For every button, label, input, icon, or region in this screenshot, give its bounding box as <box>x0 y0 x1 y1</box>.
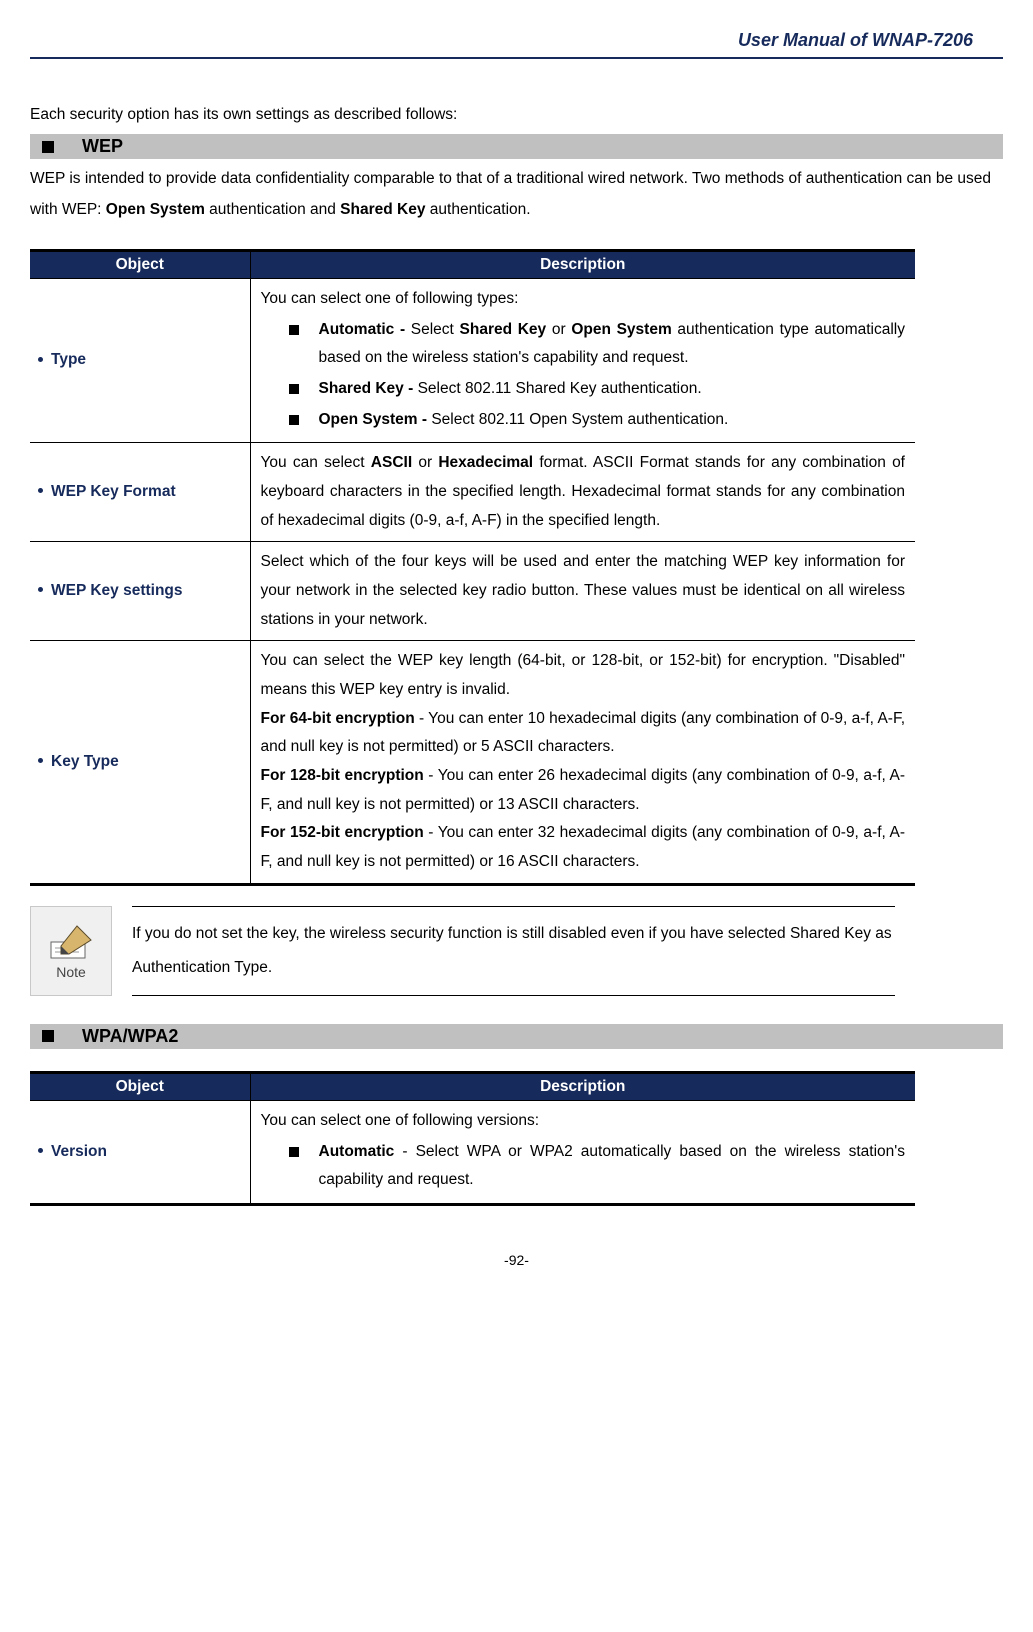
intro-text: Each security option has its own setting… <box>30 99 1003 130</box>
li-bold: Open System - <box>319 411 428 428</box>
wpa-table-wrap: Object Description Version You can selec… <box>30 1071 915 1206</box>
wep-table-wrap: Object Description Type You can select o… <box>30 249 915 886</box>
li-bold: Automatic - <box>319 321 406 338</box>
section-heading-label: WEP <box>82 136 123 157</box>
table-row: Version You can select one of following … <box>30 1100 915 1204</box>
desc-block: For 152-bit encryption - You can enter 3… <box>261 819 906 876</box>
list-item: Shared Key - Select 802.11 Shared Key au… <box>289 375 906 404</box>
bullet-icon <box>38 488 43 493</box>
note-icon-box: Note <box>30 906 112 996</box>
li-text: Select <box>405 321 459 338</box>
desc-bold: For 152-bit encryption <box>261 824 424 841</box>
header-rule <box>30 57 1003 59</box>
object-label: Version <box>51 1143 107 1160</box>
desc-bold: ASCII <box>371 454 412 471</box>
desc-block: For 128-bit encryption - You can enter 2… <box>261 762 906 819</box>
desc-block: You can select the WEP key length (64-bi… <box>261 647 906 704</box>
col-object: Object <box>30 251 250 279</box>
desc-bold: For 64-bit encryption <box>261 710 415 727</box>
li-text: Select 802.11 Open System authentication… <box>427 411 728 428</box>
wpa-table: Object Description Version You can selec… <box>30 1071 915 1206</box>
desc-list: Automatic - Select Shared Key or Open Sy… <box>261 316 906 435</box>
object-cell: Type <box>30 279 250 443</box>
note-icon-label: Note <box>56 964 86 980</box>
table-row: WEP Key settings Select which of the fou… <box>30 542 915 641</box>
li-bold: Shared Key <box>460 321 547 338</box>
table-header-row: Object Description <box>30 1072 915 1100</box>
section-heading-wep: WEP <box>30 134 1003 159</box>
table-row: Type You can select one of following typ… <box>30 279 915 443</box>
bullet-icon <box>38 357 43 362</box>
section-heading-label: WPA/WPA2 <box>82 1026 178 1047</box>
description-cell: Select which of the four keys will be us… <box>250 542 915 641</box>
list-item: Automatic - Select Shared Key or Open Sy… <box>289 316 906 373</box>
desc-text: You can select <box>261 454 371 471</box>
object-label: WEP Key Format <box>51 483 176 500</box>
description-cell: You can select one of following types: A… <box>250 279 915 443</box>
table-row: WEP Key Format You can select ASCII or H… <box>30 443 915 542</box>
list-item: Open System - Select 802.11 Open System … <box>289 406 906 435</box>
object-label: WEP Key settings <box>51 582 183 599</box>
table-header-row: Object Description <box>30 251 915 279</box>
col-description: Description <box>250 1072 915 1100</box>
desc-text: or <box>412 454 438 471</box>
desc-lead: You can select one of following types: <box>261 285 906 314</box>
wep-body-part: authentication and <box>205 201 340 218</box>
object-cell: Version <box>30 1100 250 1204</box>
wep-table: Object Description Type You can select o… <box>30 249 915 886</box>
li-bold: Automatic <box>319 1143 395 1160</box>
wep-body-part: authentication. <box>425 201 530 218</box>
description-cell: You can select the WEP key length (64-bi… <box>250 641 915 884</box>
note-callout: Note If you do not set the key, the wire… <box>30 906 915 996</box>
header-title: User Manual of WNAP-7206 <box>30 30 1003 57</box>
wep-body-part-bold: Open System <box>106 201 205 218</box>
desc-lead: You can select one of following versions… <box>261 1107 906 1136</box>
note-text-box: If you do not set the key, the wireless … <box>112 906 915 996</box>
square-bullet-icon <box>42 1030 54 1042</box>
pencil-note-icon <box>47 922 95 962</box>
table-row: Key Type You can select the WEP key leng… <box>30 641 915 884</box>
section-heading-wpa: WPA/WPA2 <box>30 1024 1003 1049</box>
note-bottom-rule <box>132 995 895 996</box>
desc-list: Automatic - Select WPA or WPA2 automatic… <box>261 1138 906 1195</box>
li-bold: Shared Key - <box>319 380 414 397</box>
object-cell: WEP Key settings <box>30 542 250 641</box>
desc-bold: For 128-bit encryption <box>261 767 424 784</box>
bullet-icon <box>38 587 43 592</box>
square-bullet-icon <box>42 141 54 153</box>
object-label: Type <box>51 351 86 368</box>
desc-block: For 64-bit encryption - You can enter 10… <box>261 705 906 762</box>
li-bold: Open System <box>571 321 671 338</box>
bullet-icon <box>38 1148 43 1153</box>
bullet-icon <box>38 758 43 763</box>
object-label: Key Type <box>51 753 119 770</box>
description-cell: You can select ASCII or Hexadecimal form… <box>250 443 915 542</box>
desc-bold: Hexadecimal <box>438 454 533 471</box>
object-cell: Key Type <box>30 641 250 884</box>
li-text: Select 802.11 Shared Key authentication. <box>413 380 701 397</box>
col-object: Object <box>30 1072 250 1100</box>
object-cell: WEP Key Format <box>30 443 250 542</box>
list-item: Automatic - Select WPA or WPA2 automatic… <box>289 1138 906 1195</box>
li-text: - Select WPA or WPA2 automatically based… <box>319 1143 906 1189</box>
page-number: -92- <box>30 1252 1003 1268</box>
note-text: If you do not set the key, the wireless … <box>132 907 895 995</box>
wep-body: WEP is intended to provide data confiden… <box>30 163 1003 225</box>
description-cell: You can select one of following versions… <box>250 1100 915 1204</box>
wep-body-part-bold: Shared Key <box>340 201 425 218</box>
li-text: or <box>546 321 571 338</box>
col-description: Description <box>250 251 915 279</box>
